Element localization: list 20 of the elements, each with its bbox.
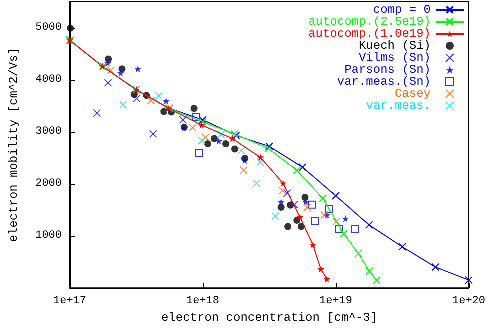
legend-label: comp = 0	[373, 3, 431, 17]
x-tick-label: 1e+17	[53, 296, 87, 308]
legend-label: Kuech (Si)	[358, 39, 431, 53]
x-tick-label: 1e+18	[186, 296, 220, 308]
legend-label: autocomp.(2.5e19)	[308, 15, 431, 29]
legend-label: var.meas.	[366, 99, 431, 113]
legend-label: var.meas.(Sn)	[337, 75, 431, 89]
x-axis-title: electron concentration [cm^-3]	[161, 311, 378, 325]
legend-label: Casey	[394, 87, 431, 101]
y-tick-label: 1000	[36, 230, 62, 242]
y-tick-label: 4000	[36, 74, 62, 86]
legend-label: autocomp.(1.0e19)	[308, 27, 431, 41]
legend-label: Parsons (Sn)	[344, 63, 431, 77]
x-tick-label: 1e+20	[452, 296, 486, 308]
x-tick-label: 1e+19	[319, 296, 353, 308]
y-tick-label: 2000	[36, 178, 62, 190]
legend-label: Vilms (Sn)	[358, 51, 431, 65]
y-axis-title: electron mobility [cm^2/Vs]	[7, 48, 21, 242]
y-tick-label: 5000	[36, 22, 62, 34]
y-tick-label: 3000	[36, 126, 62, 138]
